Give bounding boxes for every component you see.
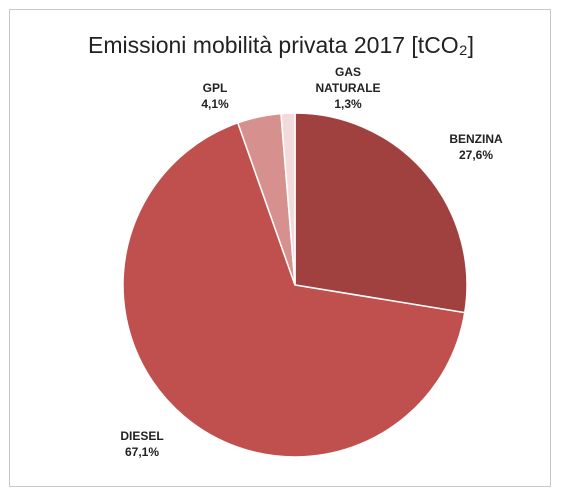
chart-title: Emissioni mobilità privata 2017 [tCO₂] (87, 32, 475, 58)
category-label: GPL (202, 81, 228, 95)
chart-frame (9, 9, 551, 487)
category-label: DIESEL (120, 429, 164, 443)
value-label: 1,3% (334, 97, 362, 111)
pie-slice (280, 112, 296, 286)
slice-label: DIESEL 67,1% (120, 428, 163, 460)
slice-label: GAS NATURALE 1,3% (308, 64, 388, 112)
value-label: 67,1% (124, 445, 160, 459)
category-label: BENZINA (449, 132, 503, 146)
category-label: GAS NATURALE (315, 65, 381, 95)
pie-slice (294, 112, 468, 314)
slice-label: BENZINA 27,6% (449, 131, 502, 163)
slice-label: GPL 4,1% (201, 80, 228, 112)
value-label: 4,1% (201, 97, 229, 111)
value-label: 27,6% (458, 148, 494, 162)
pie-slice (122, 121, 466, 458)
